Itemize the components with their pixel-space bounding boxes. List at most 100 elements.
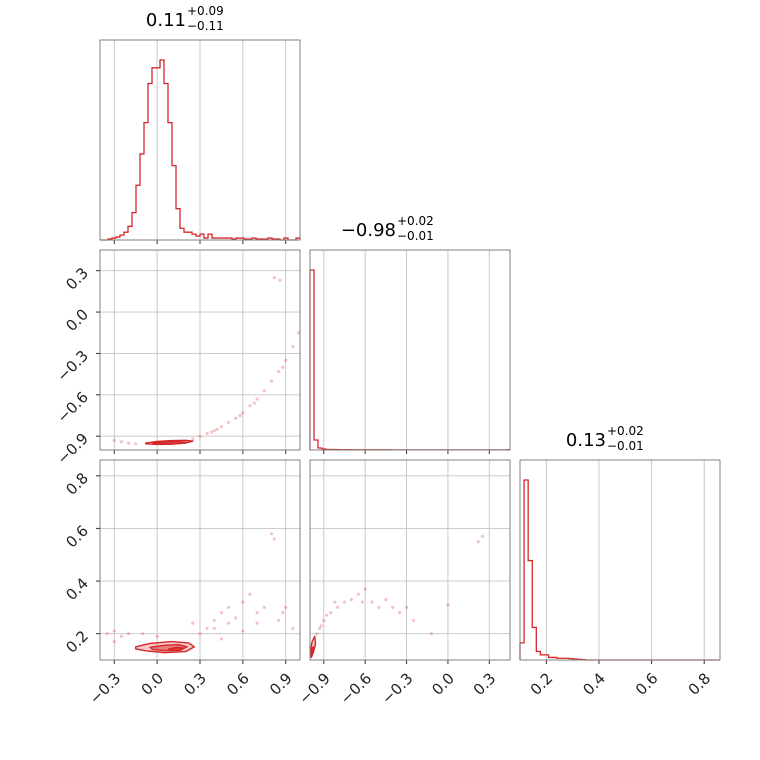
sample-point <box>281 611 285 615</box>
sample-point <box>255 611 259 615</box>
hist-step-line <box>519 479 720 661</box>
sample-point <box>198 632 202 636</box>
x-tick-label: 0.3 <box>470 669 500 699</box>
sample-point <box>384 597 388 602</box>
sample-point <box>255 397 259 401</box>
y-tick-label: 0.8 <box>62 469 92 499</box>
sample-point <box>291 626 295 631</box>
panel-plot-area <box>112 275 300 446</box>
sample-point <box>112 438 116 442</box>
hist-bin <box>540 655 544 660</box>
param-title-value: 0.11 <box>146 10 186 31</box>
sample-point <box>318 626 322 631</box>
panel-frame <box>99 39 301 241</box>
sample-point <box>476 539 480 544</box>
sample-point <box>126 441 131 445</box>
density-contour <box>310 646 315 656</box>
sample-point <box>226 605 231 609</box>
sample-point <box>377 605 381 609</box>
sample-point <box>191 621 195 625</box>
x-tick-label: 0.6 <box>632 669 662 699</box>
sample-point <box>269 379 274 383</box>
sample-point <box>205 626 209 631</box>
y-tick-label: −0.3 <box>54 347 92 385</box>
sample-point <box>291 344 295 349</box>
sample-point <box>234 616 238 620</box>
sample-point <box>226 621 231 625</box>
sample-point <box>248 592 252 596</box>
sample-point <box>209 430 214 434</box>
sample-point <box>319 624 323 628</box>
sample-point <box>112 639 116 644</box>
density-contour <box>152 441 188 445</box>
sample-point <box>349 597 353 602</box>
sample-point <box>329 611 333 615</box>
x-tick-label: −0.9 <box>295 669 333 707</box>
sample-point <box>252 401 256 405</box>
sample-point <box>333 600 337 604</box>
sample-point <box>342 600 347 604</box>
param-title-lower-error: −0.01 <box>607 439 644 453</box>
param-title-upper-error: +0.02 <box>397 214 434 228</box>
y-tick-label: −0.9 <box>54 429 92 467</box>
sample-point <box>281 365 285 369</box>
sample-point <box>212 429 216 433</box>
x-tick-label: 0.9 <box>266 669 296 699</box>
x-tick-label: 0.3 <box>180 669 210 699</box>
panel-frame <box>99 459 301 661</box>
sample-point <box>278 278 282 282</box>
sample-point <box>322 618 326 623</box>
panel-frame <box>309 249 511 451</box>
sample-point <box>391 605 395 609</box>
sample-point <box>226 420 231 425</box>
x-tick-label: 0.4 <box>579 669 609 699</box>
sample-point <box>446 603 450 607</box>
sample-point <box>241 629 245 633</box>
panel-hist-param-1: 0.11 +0.09−0.11 <box>99 4 301 244</box>
y-tick-label: −0.6 <box>54 388 92 426</box>
x-tick-label: −0.3 <box>86 669 124 707</box>
sample-point <box>215 427 219 431</box>
y-tick-label: 0.2 <box>62 627 92 657</box>
x-tick-label: −0.6 <box>337 669 375 707</box>
sample-point <box>296 331 300 335</box>
sample-point <box>112 629 116 633</box>
sample-point <box>269 532 274 536</box>
sample-point <box>141 632 145 636</box>
sample-point <box>205 431 209 436</box>
sample-point <box>272 537 276 541</box>
sample-point <box>356 592 360 596</box>
hist-bin <box>156 68 160 240</box>
density-contour <box>167 646 185 651</box>
sample-point <box>262 389 266 393</box>
sample-point <box>198 434 202 438</box>
sample-point <box>276 618 281 623</box>
sample-point <box>212 626 216 631</box>
sample-point <box>248 404 252 408</box>
panel-frame <box>309 459 511 661</box>
sample-point <box>134 442 138 446</box>
sample-point <box>335 605 340 609</box>
param-title-value: −0.98 <box>341 220 396 241</box>
sample-point <box>105 632 109 636</box>
hist-step-line <box>100 59 301 241</box>
panel-frame <box>99 249 301 451</box>
sample-point <box>234 416 238 420</box>
sample-point <box>429 632 433 636</box>
hist-bin <box>184 232 188 240</box>
panel-hist-param-2: −0.98 +0.02−0.01 <box>309 214 511 454</box>
param-title-value: 0.13 <box>566 430 606 451</box>
sample-point <box>360 600 365 604</box>
y-tick-label: 0.6 <box>62 522 92 552</box>
param-title-lower-error: −0.01 <box>397 229 434 243</box>
panel-scatter-param3-vs-param1: 0.8 0.6 0.4 0.2 −0.3 0.0 0.3 0.6 0.9 <box>62 459 301 708</box>
sample-point <box>276 369 281 373</box>
sample-point <box>238 413 242 418</box>
panel-scatter-param3-vs-param2: −0.9 −0.6 −0.3 0.0 0.3 <box>295 459 511 708</box>
x-tick-label: 0.0 <box>428 669 458 699</box>
sample-point <box>155 634 159 638</box>
sample-point <box>315 632 319 636</box>
sample-point <box>398 611 402 615</box>
sample-point <box>324 613 329 617</box>
